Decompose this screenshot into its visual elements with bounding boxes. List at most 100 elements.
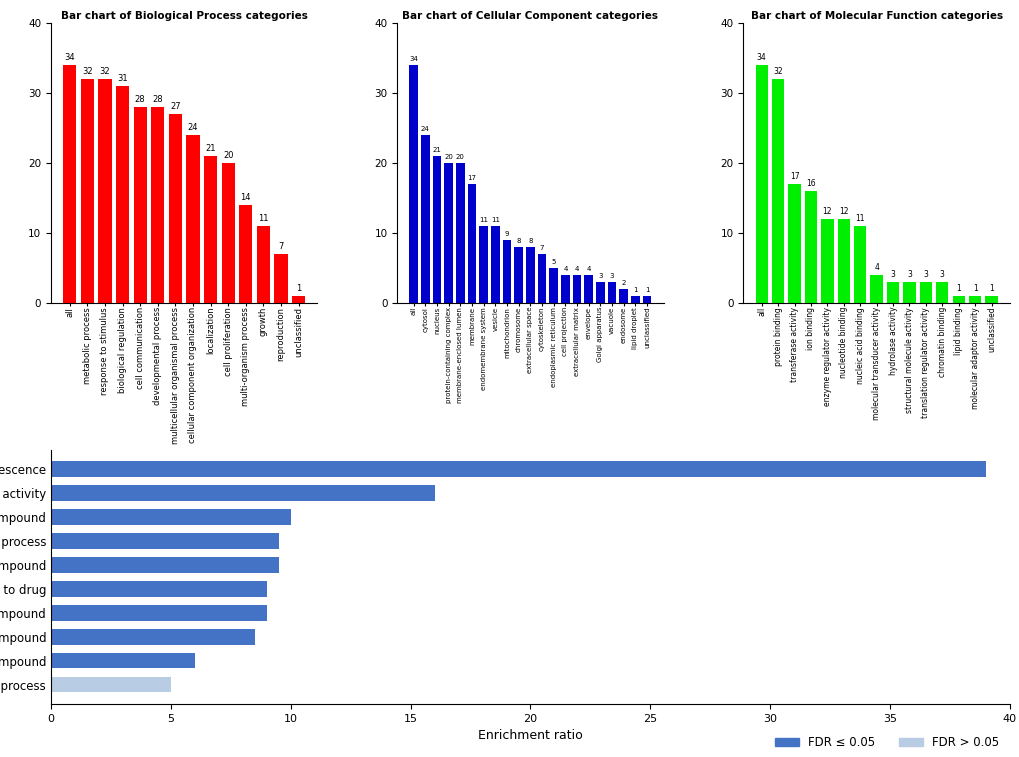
Text: 5: 5 bbox=[551, 259, 555, 265]
Bar bbox=[444, 163, 452, 303]
Text: 1: 1 bbox=[296, 284, 301, 293]
Text: 2: 2 bbox=[621, 280, 626, 286]
Title: Bar chart of Biological Process categories: Bar chart of Biological Process categori… bbox=[61, 11, 308, 20]
Bar bbox=[820, 219, 833, 303]
Text: 1: 1 bbox=[633, 287, 637, 293]
Bar bbox=[51, 533, 278, 549]
Text: 1: 1 bbox=[972, 284, 976, 293]
Bar bbox=[490, 226, 499, 303]
Bar bbox=[549, 268, 557, 303]
Bar bbox=[952, 296, 964, 303]
Bar bbox=[274, 254, 287, 303]
Bar bbox=[51, 485, 434, 500]
Bar bbox=[479, 226, 488, 303]
Text: 3: 3 bbox=[890, 269, 895, 279]
Bar bbox=[98, 79, 111, 303]
Bar bbox=[51, 509, 290, 525]
Text: 21: 21 bbox=[432, 147, 441, 153]
Text: 3: 3 bbox=[922, 269, 927, 279]
Bar bbox=[560, 275, 570, 303]
Text: 9: 9 bbox=[504, 231, 508, 237]
Bar bbox=[869, 275, 881, 303]
Text: 20: 20 bbox=[444, 154, 452, 160]
Text: C: C bbox=[711, 0, 721, 3]
Text: 14: 14 bbox=[240, 193, 251, 202]
Bar bbox=[432, 156, 441, 303]
Text: 1: 1 bbox=[988, 284, 993, 293]
Bar bbox=[595, 282, 604, 303]
Text: 3: 3 bbox=[609, 273, 613, 279]
Text: 11: 11 bbox=[490, 217, 499, 223]
Bar bbox=[468, 184, 476, 303]
Text: 28: 28 bbox=[152, 95, 163, 104]
Text: 34: 34 bbox=[64, 53, 75, 62]
Text: 12: 12 bbox=[822, 207, 832, 216]
Text: 11: 11 bbox=[479, 217, 488, 223]
Bar bbox=[572, 275, 581, 303]
Bar bbox=[116, 86, 129, 303]
Text: 7: 7 bbox=[278, 241, 283, 251]
Title: Bar chart of Cellular Component categories: Bar chart of Cellular Component categori… bbox=[403, 11, 657, 20]
Text: 27: 27 bbox=[170, 102, 180, 111]
Bar bbox=[526, 247, 534, 303]
Bar bbox=[151, 107, 164, 303]
Text: 32: 32 bbox=[82, 67, 93, 76]
Text: 4: 4 bbox=[575, 266, 579, 272]
Bar bbox=[607, 282, 615, 303]
Bar bbox=[81, 79, 94, 303]
Bar bbox=[755, 64, 767, 303]
Text: 4: 4 bbox=[873, 263, 878, 272]
Bar bbox=[631, 296, 639, 303]
Bar bbox=[935, 282, 948, 303]
Legend: FDR ≤ 0.05, FDR > 0.05: FDR ≤ 0.05, FDR > 0.05 bbox=[769, 732, 1003, 754]
Text: 3: 3 bbox=[938, 269, 944, 279]
Text: 3: 3 bbox=[597, 273, 602, 279]
Bar bbox=[51, 461, 985, 477]
Text: 1: 1 bbox=[644, 287, 649, 293]
Bar bbox=[51, 629, 255, 644]
Bar bbox=[51, 557, 278, 572]
Bar bbox=[804, 191, 816, 303]
Text: 17: 17 bbox=[789, 172, 799, 181]
Text: 8: 8 bbox=[528, 238, 532, 244]
Bar bbox=[837, 219, 849, 303]
Text: 32: 32 bbox=[100, 67, 110, 76]
Text: 34: 34 bbox=[409, 56, 418, 62]
Text: 3: 3 bbox=[906, 269, 911, 279]
Bar bbox=[239, 204, 252, 303]
Text: 34: 34 bbox=[756, 53, 766, 62]
Bar bbox=[186, 135, 200, 303]
Bar bbox=[984, 296, 997, 303]
Bar bbox=[168, 114, 181, 303]
Bar bbox=[853, 226, 865, 303]
Text: 32: 32 bbox=[772, 67, 783, 76]
Text: 31: 31 bbox=[117, 74, 127, 83]
Bar bbox=[642, 296, 651, 303]
Text: 20: 20 bbox=[223, 151, 233, 160]
Bar bbox=[968, 296, 980, 303]
Bar bbox=[919, 282, 931, 303]
Text: 11: 11 bbox=[258, 213, 268, 223]
Title: Bar chart of Molecular Function categories: Bar chart of Molecular Function categori… bbox=[750, 11, 1002, 20]
Bar bbox=[455, 163, 465, 303]
Text: 21: 21 bbox=[205, 144, 216, 153]
Bar bbox=[133, 107, 147, 303]
Text: 1: 1 bbox=[956, 284, 960, 293]
Bar bbox=[887, 282, 899, 303]
Text: 4: 4 bbox=[586, 266, 590, 272]
Bar bbox=[51, 605, 267, 621]
Bar bbox=[204, 156, 217, 303]
Text: B: B bbox=[365, 0, 377, 3]
Text: 16: 16 bbox=[805, 179, 815, 188]
Bar bbox=[291, 296, 305, 303]
Text: 24: 24 bbox=[421, 126, 429, 132]
Bar bbox=[51, 677, 171, 693]
Bar bbox=[63, 64, 76, 303]
Text: A: A bbox=[19, 0, 31, 3]
Bar bbox=[257, 226, 270, 303]
Bar bbox=[584, 275, 592, 303]
Text: 12: 12 bbox=[839, 207, 848, 216]
Text: 17: 17 bbox=[467, 175, 476, 181]
Text: 7: 7 bbox=[539, 245, 544, 251]
Bar bbox=[514, 247, 523, 303]
